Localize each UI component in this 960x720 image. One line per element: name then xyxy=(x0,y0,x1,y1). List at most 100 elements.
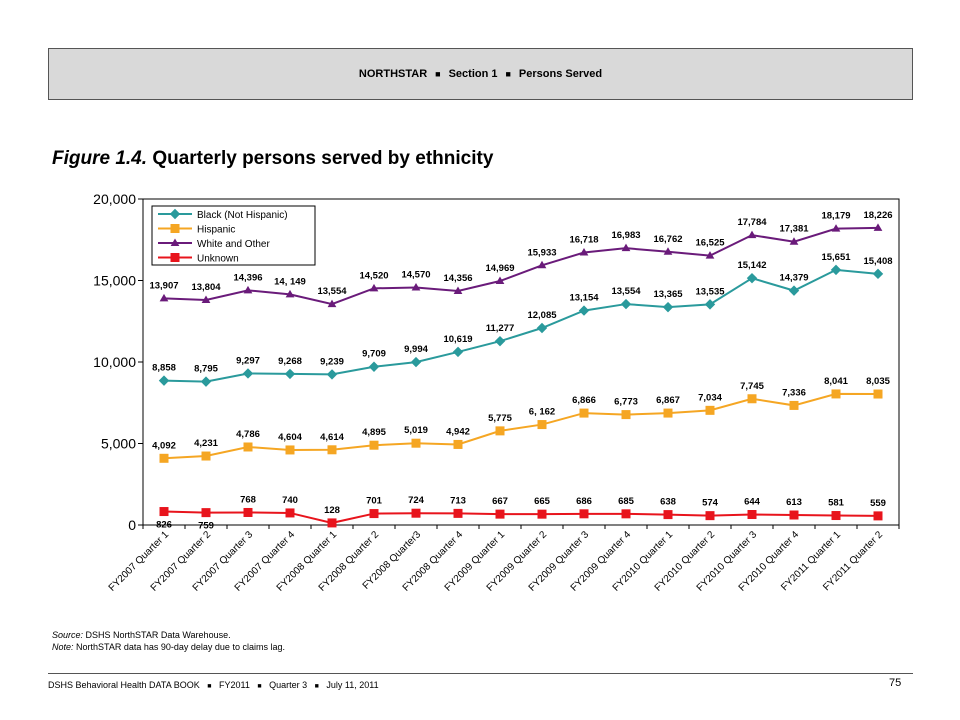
legend-label: White and Other xyxy=(197,239,270,250)
data-label: 18,226 xyxy=(863,210,892,221)
data-label: 13,804 xyxy=(191,282,221,293)
series-line xyxy=(163,510,879,524)
legend-marker xyxy=(169,208,181,220)
data-point xyxy=(537,420,547,430)
source-text: DSHS NorthSTAR Data Warehouse. xyxy=(83,630,231,640)
data-label: 4,092 xyxy=(152,440,176,451)
data-label: 574 xyxy=(702,498,719,509)
data-point xyxy=(621,509,631,519)
legend-marker xyxy=(170,238,180,246)
data-point xyxy=(494,335,506,347)
data-point xyxy=(789,510,799,520)
data-point xyxy=(158,375,170,386)
header-separator-2: ■ xyxy=(505,69,511,79)
data-label: 768 xyxy=(240,494,256,505)
footer-fiscal-year: FY2011 xyxy=(219,680,250,690)
footer-separator-2: ■ xyxy=(257,683,262,690)
data-label: 7,745 xyxy=(740,381,764,392)
data-label: 7,336 xyxy=(782,387,806,398)
data-label: 6,866 xyxy=(572,395,596,406)
data-point xyxy=(453,439,463,449)
data-label: 13,554 xyxy=(611,286,641,297)
data-label: 4,942 xyxy=(446,426,470,437)
data-label: 613 xyxy=(786,497,802,508)
data-point xyxy=(704,299,716,310)
data-point xyxy=(285,289,295,298)
data-point xyxy=(537,509,547,519)
data-label: 14,969 xyxy=(485,263,514,274)
data-label: 14,396 xyxy=(233,272,262,283)
note-text: NorthSTAR data has 90-day delay due to c… xyxy=(73,642,285,652)
data-label: 4,604 xyxy=(278,432,302,443)
data-label: 685 xyxy=(618,496,635,507)
series-line xyxy=(163,226,879,306)
data-label: 8,795 xyxy=(194,364,218,375)
data-point xyxy=(747,510,757,520)
data-point xyxy=(369,440,379,450)
source-label: Source: xyxy=(52,630,84,640)
section-header-bar: NORTHSTAR ■ Section 1 ■ Persons Served xyxy=(48,48,913,100)
data-label: 9,239 xyxy=(320,356,344,367)
data-point xyxy=(410,356,422,368)
data-label: 13,365 xyxy=(653,289,683,300)
data-point xyxy=(453,286,463,294)
data-label: 16,525 xyxy=(695,238,725,249)
data-label: 713 xyxy=(450,495,466,506)
data-point xyxy=(327,299,337,308)
y-tick-label: 15,000 xyxy=(93,273,136,289)
data-point xyxy=(284,368,296,380)
data-label: 5,775 xyxy=(488,413,512,424)
data-point xyxy=(873,223,883,231)
data-point xyxy=(873,511,883,521)
data-point xyxy=(200,376,212,387)
header-separator-1: ■ xyxy=(435,69,441,79)
series-unknown: 826 759 768 740 128 701 724 713 667 665 686 685 638 5… xyxy=(156,494,886,531)
data-point xyxy=(830,264,842,276)
data-label: 4,786 xyxy=(236,429,260,440)
figure-caption: Quarterly persons served by ethnicity xyxy=(152,148,494,169)
data-label: 6,867 xyxy=(656,395,680,406)
data-point xyxy=(746,272,758,284)
data-point xyxy=(495,276,505,285)
data-point xyxy=(621,410,631,420)
series-black-not-hispanic: 8,858 8,795 9,297 9,268 9,239 9,709 9,994 10,61… xyxy=(152,252,893,387)
legend-label: Black (Not Hispanic) xyxy=(197,210,288,221)
legend-marker xyxy=(170,224,180,233)
data-point xyxy=(663,510,673,520)
data-label: 14,379 xyxy=(779,273,808,284)
data-point xyxy=(243,285,253,294)
data-label: 7,034 xyxy=(698,392,722,403)
footer-separator-1: ■ xyxy=(207,683,212,690)
data-point xyxy=(159,293,169,302)
data-point xyxy=(873,389,883,399)
data-point xyxy=(831,389,841,399)
data-label: 9,994 xyxy=(404,344,428,355)
data-label: 13,154 xyxy=(569,293,599,304)
data-point xyxy=(747,394,757,404)
data-point xyxy=(495,426,505,436)
data-point xyxy=(285,445,295,455)
footer-book: DSHS Behavioral Health DATA BOOK xyxy=(48,680,200,690)
data-point xyxy=(327,445,337,455)
data-point xyxy=(705,405,715,415)
data-point xyxy=(326,369,338,380)
legend-label: Unknown xyxy=(197,254,239,265)
footer-separator-3: ■ xyxy=(314,683,319,690)
chart-legend: Black (Not Hispanic) Hispanic White and Ot… xyxy=(151,205,316,266)
data-label: 16,718 xyxy=(569,234,598,245)
data-label: 15,408 xyxy=(863,256,892,267)
data-label: 6,773 xyxy=(614,397,638,408)
data-label: 644 xyxy=(744,497,761,508)
data-label: 15,142 xyxy=(737,260,766,271)
data-point xyxy=(663,247,673,255)
data-label: 8,041 xyxy=(824,376,848,387)
data-point xyxy=(368,361,380,372)
data-label: 17,381 xyxy=(779,224,809,235)
data-label: 4,895 xyxy=(362,427,386,438)
data-point xyxy=(285,508,295,518)
data-label: 14,356 xyxy=(443,273,472,284)
data-point xyxy=(411,508,421,518)
data-point xyxy=(579,408,589,418)
data-label: 16,762 xyxy=(653,234,682,245)
series-line xyxy=(163,268,879,383)
